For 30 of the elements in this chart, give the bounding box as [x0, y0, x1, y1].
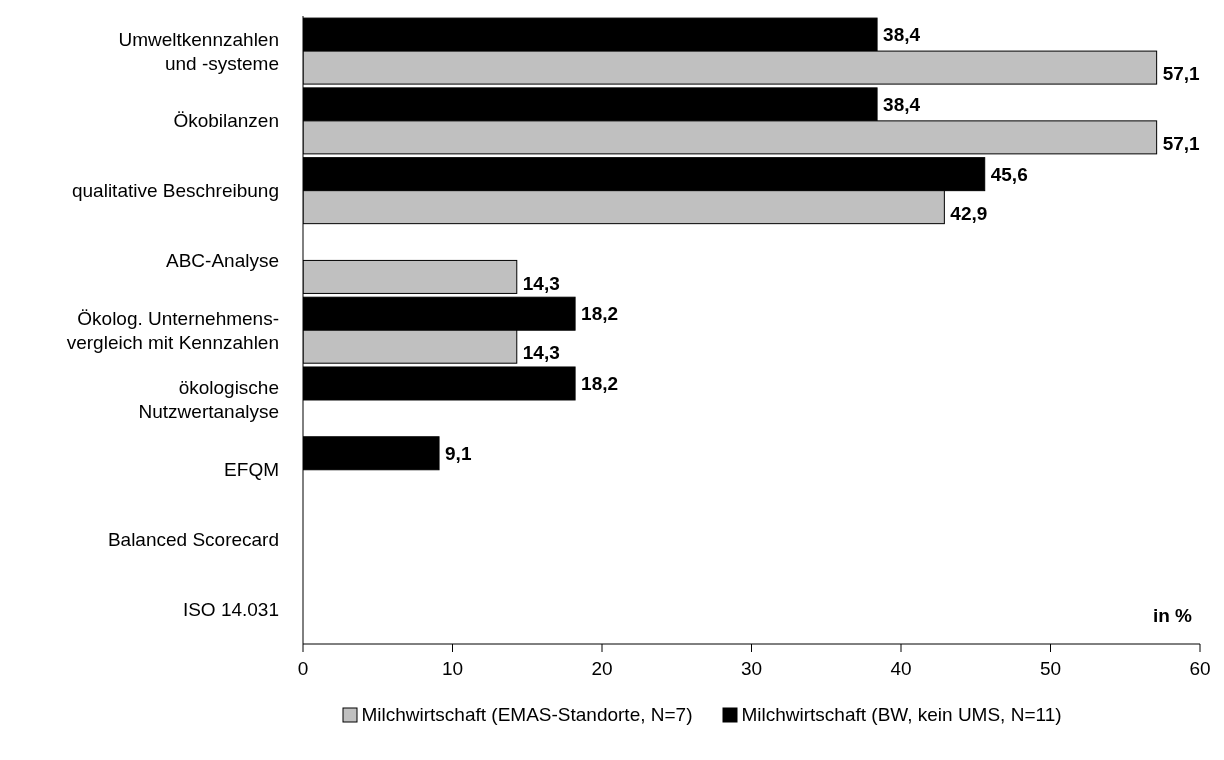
y-tick-label: EFQM	[224, 459, 279, 481]
data-label: 38,4	[883, 94, 921, 116]
y-tick-label: Ökolog. Unternehmens- vergleich mit Kennzahlen	[66, 307, 279, 353]
y-tick-label: Umweltkennzahlen und -systeme	[118, 28, 279, 74]
data-label: 18,2	[581, 303, 619, 325]
y-tick-label: Ökobilanzen	[173, 110, 279, 132]
x-tick-label: 30	[740, 658, 763, 680]
x-tick-label: 10	[441, 658, 464, 680]
x-tick-label: 20	[591, 658, 613, 680]
data-label: 38,4	[883, 24, 921, 46]
y-tick-label: ABC-Analyse	[166, 249, 279, 271]
data-label: 14,3	[522, 272, 560, 294]
y-tick-label: ökologische Nutzwertanalyse	[138, 377, 279, 423]
y-tick-label: ISO 14.031	[182, 598, 279, 620]
x-tick-label: 50	[1039, 658, 1062, 680]
legend-label: Milchwirtschaft (BW, kein UMS, N=11)	[741, 704, 1062, 726]
legend-label: Milchwirtschaft (EMAS-Standorte, N=7)	[361, 704, 693, 726]
x-tick-label: 40	[890, 658, 912, 680]
y-tick-label: qualitative Beschreibung	[71, 180, 279, 202]
x-tick-label: 60	[1189, 658, 1211, 680]
x-axis-title: in %	[1152, 605, 1193, 626]
x-tick-label: 0	[297, 658, 309, 680]
data-label: 57,1	[1162, 133, 1201, 155]
data-label: 9,1	[445, 442, 472, 464]
data-label: 57,1	[1162, 63, 1201, 85]
data-label: 45,6	[990, 163, 1028, 185]
y-tick-label: Balanced Scorecard	[107, 528, 279, 550]
data-label: 42,9	[950, 202, 988, 224]
data-label: 14,3	[522, 342, 560, 364]
data-label: 18,2	[581, 373, 619, 395]
